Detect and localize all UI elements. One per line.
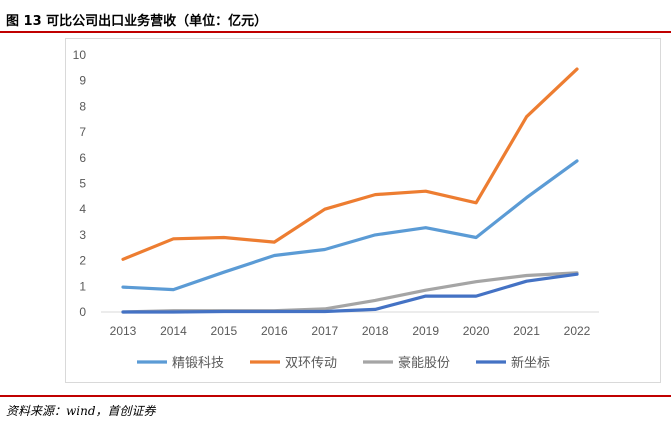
y-tick-label: 6 xyxy=(79,151,86,165)
x-tick-label: 2015 xyxy=(211,324,238,338)
y-tick-label: 4 xyxy=(79,202,86,216)
y-tick-label: 8 xyxy=(79,99,86,113)
y-tick-label: 7 xyxy=(79,125,86,139)
x-tick-label: 2014 xyxy=(160,324,187,338)
y-tick-label: 5 xyxy=(79,177,86,191)
legend-label: 新坐标 xyxy=(511,355,550,371)
x-tick-label: 2018 xyxy=(362,324,389,338)
series-line-2 xyxy=(121,67,579,261)
series-line-4 xyxy=(121,272,579,314)
series-line-1 xyxy=(121,159,579,292)
chart-area xyxy=(65,38,661,383)
top-rule xyxy=(0,31,671,33)
y-tick-label: 0 xyxy=(79,305,86,319)
x-tick-label: 2016 xyxy=(261,324,288,338)
y-tick-label: 10 xyxy=(73,48,87,62)
series-line-3 xyxy=(121,271,579,314)
y-tick-label: 1 xyxy=(79,279,86,293)
x-tick-label: 2013 xyxy=(110,324,137,338)
figure-source: 资料来源：wind，首创证券 xyxy=(6,404,156,418)
figure-title: 图 13 可比公司出口业务营收（单位：亿元） xyxy=(6,14,268,29)
legend-label: 豪能股份 xyxy=(398,355,450,371)
y-tick-label: 9 xyxy=(79,74,86,88)
x-tick-label: 2022 xyxy=(564,324,591,338)
x-tick-label: 2020 xyxy=(463,324,490,338)
x-tick-label: 2021 xyxy=(513,324,540,338)
legend-label: 双环传动 xyxy=(285,356,337,371)
legend-label: 精锻科技 xyxy=(172,356,224,371)
bottom-rule xyxy=(0,395,671,397)
y-tick-label: 2 xyxy=(79,254,86,268)
y-tick-label: 3 xyxy=(79,228,86,242)
x-tick-label: 2017 xyxy=(311,324,338,338)
x-tick-label: 2019 xyxy=(412,324,439,338)
